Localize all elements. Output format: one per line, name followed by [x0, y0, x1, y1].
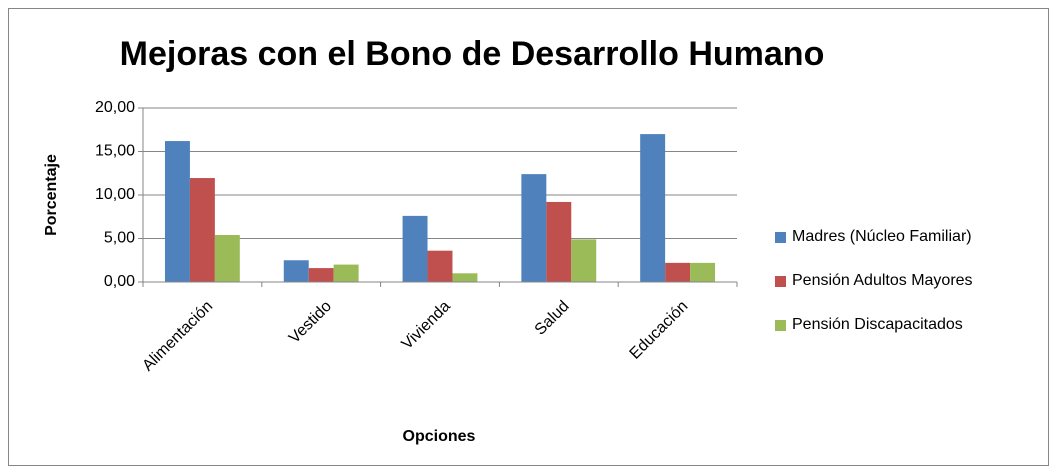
- bar: [665, 262, 691, 282]
- y-tick-label: 10,00: [95, 186, 135, 203]
- bar: [214, 235, 240, 282]
- y-axis-title: Porcentaje: [43, 154, 60, 236]
- bar: [546, 201, 572, 282]
- bar: [308, 268, 334, 282]
- bar: [189, 178, 215, 282]
- bar: [283, 260, 309, 282]
- legend-swatch: [775, 276, 786, 287]
- bar: [521, 174, 547, 282]
- x-axis-title: Opciones: [403, 428, 476, 445]
- bar: [164, 141, 190, 282]
- chart-title: Mejoras con el Bono de Desarrollo Humano: [120, 35, 825, 73]
- bar: [402, 215, 428, 282]
- legend-label: Madres (Núcleo Familiar): [792, 228, 972, 245]
- legend-swatch: [775, 232, 786, 243]
- legend-label: Pensión Discapacitados: [792, 316, 963, 333]
- y-tick-label: 0,00: [104, 273, 135, 290]
- y-tick-label: 5,00: [104, 230, 135, 247]
- y-tick-label: 20,00: [95, 99, 135, 116]
- legend-label: Pensión Adultos Mayores: [792, 272, 973, 289]
- bar: [640, 134, 666, 282]
- bar: [452, 273, 478, 282]
- bar: [427, 250, 453, 282]
- bar: [333, 264, 359, 282]
- legend-swatch: [775, 320, 786, 331]
- bar: [690, 262, 716, 282]
- bar: [571, 239, 597, 282]
- y-tick-label: 15,00: [95, 143, 135, 160]
